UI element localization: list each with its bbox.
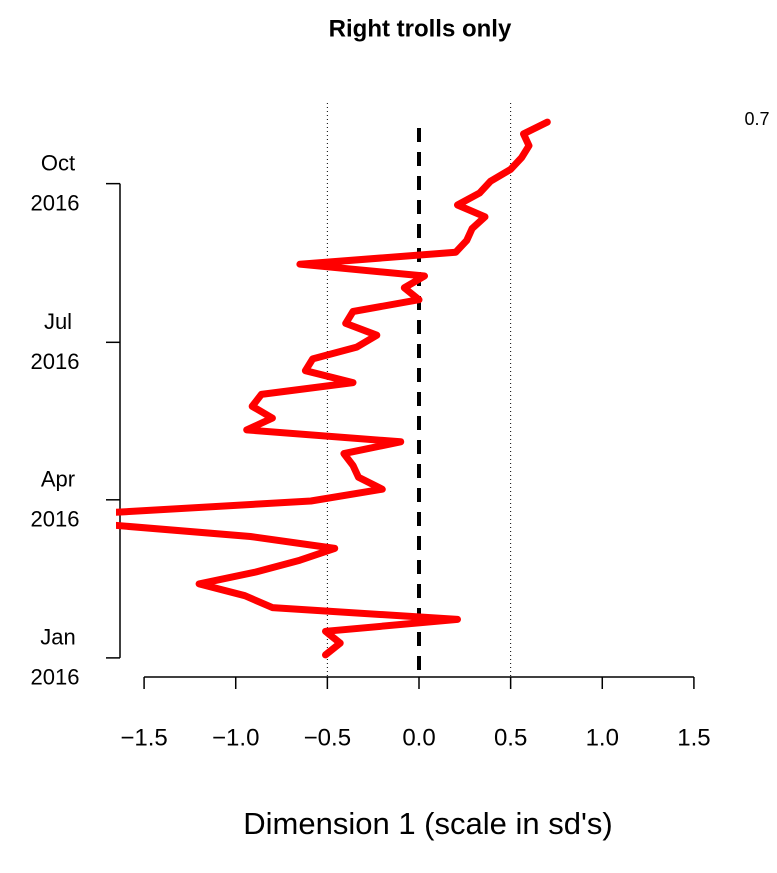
y-tick-label: Apr — [41, 467, 75, 492]
y-tick-label: 2016 — [31, 349, 80, 374]
y-tick-label: 2016 — [31, 507, 80, 532]
y-tick-label: Jan — [40, 625, 75, 650]
x-tick-label: 1.5 — [677, 724, 710, 751]
annotation: 0.7 — [744, 109, 769, 129]
x-tick-label: 0.0 — [402, 724, 435, 751]
data-line — [116, 118, 551, 659]
x-tick-label: −0.5 — [304, 724, 351, 751]
x-tick-label: −1.0 — [212, 724, 259, 751]
x-tick-label: −1.5 — [120, 724, 167, 751]
y-tick-label: 2016 — [31, 190, 80, 215]
plot-area — [116, 118, 551, 659]
y-tick-label: 2016 — [31, 665, 80, 690]
y-tick-label: Oct — [41, 150, 75, 175]
x-axis-label: Dimension 1 (scale in sd's) — [243, 806, 612, 841]
y-tick-label: Jul — [44, 309, 72, 334]
x-tick-label: 0.5 — [494, 724, 527, 751]
chart-title: Right trolls only — [329, 15, 512, 42]
x-tick-label: 1.0 — [586, 724, 619, 751]
